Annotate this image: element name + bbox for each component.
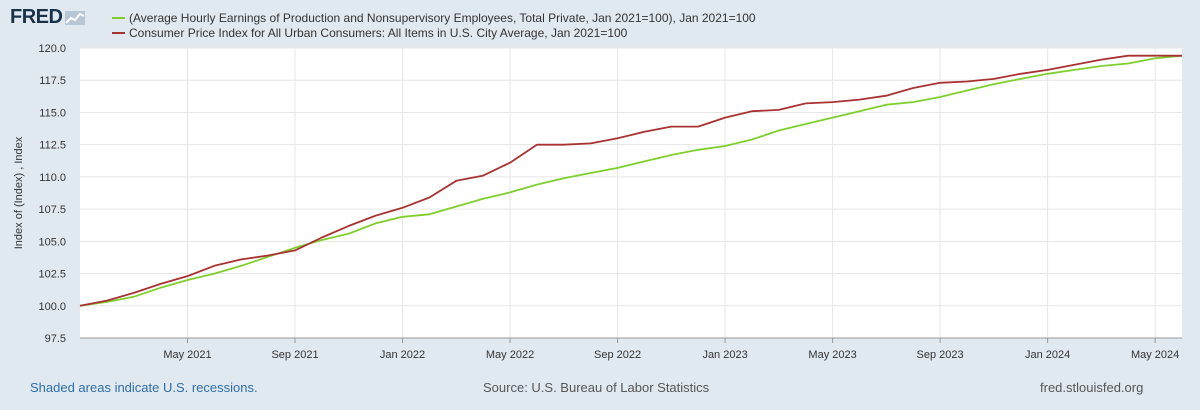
chart-legend: (Average Hourly Earnings of Production a… [112,10,756,40]
fred-logo[interactable]: FRED [10,6,86,29]
x-tick-label: Sep 2022 [594,349,641,361]
series-line-earnings[interactable] [79,54,1183,307]
y-axis-label: Index of (Index) , Index [13,136,25,249]
legend-label-earnings: (Average Hourly Earnings of Production a… [129,10,756,25]
legend-label-cpi: Consumer Price Index for All Urban Consu… [129,25,628,40]
line-chart[interactable]: 97.5 100.0 102.5 105.0 107.5 110.0 112.5 115.0 1… [0,0,1200,375]
y-tick-label: 107.5 [38,204,66,216]
y-tick-label: 100.0 [38,301,66,313]
legend-item-earnings[interactable]: (Average Hourly Earnings of Production a… [112,10,756,25]
y-tick-label: 97.5 [45,333,66,345]
x-tick-label: May 2021 [163,349,211,361]
recession-note-link[interactable]: Shaded areas indicate U.S. recessions. [30,380,258,395]
y-tick-label: 110.0 [39,172,66,184]
legend-swatch-cpi [112,31,125,34]
y-tick-label: 105.0 [38,236,66,248]
fred-logo-text: FRED [10,6,63,28]
legend-swatch-earnings [112,16,125,19]
plot-area [80,48,1182,338]
y-tick-label: 112.5 [39,140,66,152]
legend-item-cpi[interactable]: Consumer Price Index for All Urban Consu… [112,25,756,40]
y-tick-label: 117.5 [39,75,66,87]
x-tick-label: Sep 2021 [271,349,318,361]
y-tick-label: 115.0 [39,107,66,119]
x-tick-label: May 2023 [808,349,856,361]
series-line-cpi[interactable] [79,54,1182,307]
y-tick-label: 120.0 [38,43,66,55]
x-tick-label: Jan 2024 [1025,349,1070,361]
site-link[interactable]: fred.stlouisfed.org [1040,380,1144,395]
x-tick-label: May 2024 [1131,349,1179,361]
source-text: Source: U.S. Bureau of Labor Statistics [483,380,710,395]
chart-line-icon [65,10,86,25]
x-tick-label: Sep 2023 [917,349,964,361]
x-tick-label: May 2022 [486,349,534,361]
y-tick-label: 102.5 [38,269,66,281]
x-tick-label: Jan 2022 [380,349,425,361]
x-tick-label: Jan 2023 [702,349,747,361]
